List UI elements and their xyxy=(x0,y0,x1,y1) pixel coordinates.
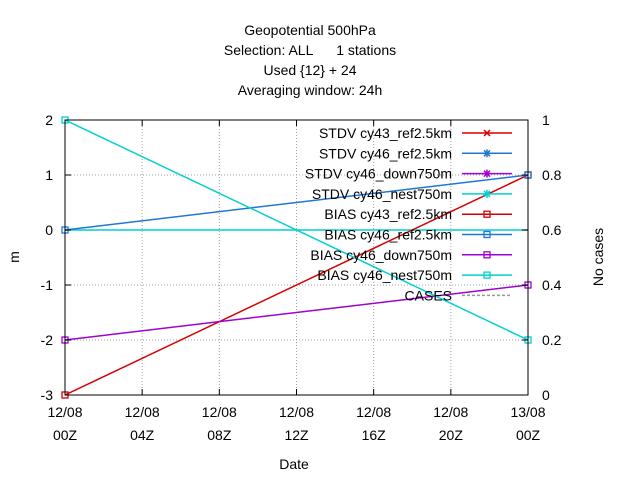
x-tick-label-date: 12/08 xyxy=(202,404,237,420)
x-tick-label-hour: 12Z xyxy=(284,427,309,443)
y-tick-label: -1 xyxy=(41,277,54,293)
legend-label: BIAS cy46_ref2.5km xyxy=(324,227,452,243)
legend-label: BIAS cy46_nest750m xyxy=(317,267,452,283)
legend-marker xyxy=(483,189,491,198)
legend-label: BIAS cy43_ref2.5km xyxy=(324,206,452,222)
y-tick-label: 1 xyxy=(45,167,53,183)
x-tick-label-date: 12/08 xyxy=(125,404,160,420)
series-line xyxy=(64,284,529,341)
legend: STDV cy43_ref2.5km STDV cy46_ref2.5km STDV… xyxy=(305,125,512,303)
y2-tick-label: 0.8 xyxy=(542,167,562,183)
grid xyxy=(65,120,528,395)
legend-label: STDV cy46_ref2.5km xyxy=(319,145,452,161)
y-tick-label: -2 xyxy=(41,332,54,348)
legend-label: STDV cy46_down750m xyxy=(305,166,452,182)
legend-marker xyxy=(483,230,491,239)
x-tick-label-hour: 08Z xyxy=(207,427,232,443)
y-axis-label: m xyxy=(6,251,22,263)
x-tick-label-hour: 16Z xyxy=(362,427,387,443)
x-tick-label-hour: 20Z xyxy=(439,427,464,443)
x-axis-label: Date xyxy=(279,456,309,472)
y2-tick-label: 0.2 xyxy=(542,332,562,348)
legend-marker xyxy=(483,149,491,158)
title-line: Averaging window: 24h xyxy=(238,82,383,98)
y-tick-label: 0 xyxy=(45,222,53,238)
y2-tick-label: 0 xyxy=(542,387,550,403)
x-tick-label-date: 13/08 xyxy=(510,404,545,420)
y2-axis-label: No cases xyxy=(590,228,606,286)
plot-frame xyxy=(64,119,529,396)
series-line xyxy=(64,174,529,396)
title-line: Used {12} + 24 xyxy=(263,62,356,78)
x-tick-label-date: 12/08 xyxy=(279,404,314,420)
x-tick-label-hour: 04Z xyxy=(130,427,155,443)
x-tick-label-hour: 00Z xyxy=(53,427,78,443)
legend-label: STDV cy43_ref2.5km xyxy=(319,125,452,141)
y2-tick-label: 0.6 xyxy=(542,222,562,238)
chart-title: Geopotential 500hPa Selection: ALL 1 stat… xyxy=(224,22,396,98)
y-tick-label: 2 xyxy=(45,112,53,128)
y2-tick-label: 0.4 xyxy=(542,277,562,293)
legend-marker xyxy=(483,210,491,218)
x-tick-label-date: 12/08 xyxy=(433,404,468,420)
y-tick-label: -3 xyxy=(41,387,54,403)
axes: 2 1 0 -1 -2 -3 1 0.8 0.6 0.4 0.2 0 12/08 00Z 12/08 04Z 1… xyxy=(41,112,562,443)
x-tick-label-date: 12/08 xyxy=(356,404,391,420)
x-tick-label-hour: 00Z xyxy=(516,427,541,443)
legend-marker xyxy=(483,251,491,259)
series-line xyxy=(64,119,529,341)
x-tick-label-date: 12/08 xyxy=(47,404,82,420)
series-line xyxy=(64,174,529,231)
legend-label: STDV cy46_nest750m xyxy=(312,186,452,202)
title-line: Geopotential 500hPa xyxy=(244,22,376,38)
legend-label: CASES xyxy=(405,287,452,303)
legend-marker xyxy=(483,129,491,137)
y2-tick-label: 1 xyxy=(542,112,550,128)
title-line: Selection: ALL 1 stations xyxy=(224,42,396,58)
legend-marker xyxy=(483,271,491,279)
legend-marker xyxy=(483,169,491,178)
legend-label: BIAS cy46_down750m xyxy=(310,247,452,263)
